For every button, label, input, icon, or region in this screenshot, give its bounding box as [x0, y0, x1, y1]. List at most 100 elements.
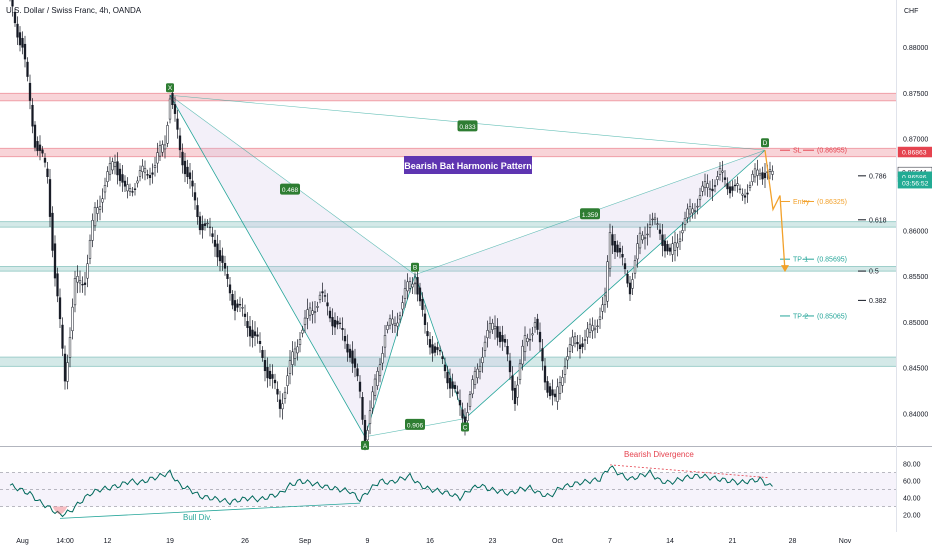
candle-body — [251, 329, 254, 338]
candle-body — [471, 379, 474, 395]
candle-body — [648, 223, 652, 228]
candle-body — [728, 186, 732, 194]
candle-body — [678, 238, 682, 243]
candle-body — [28, 82, 32, 101]
candle-body — [258, 341, 262, 344]
candle-body — [66, 362, 69, 382]
candle-body — [346, 343, 349, 353]
zone-band — [0, 221, 896, 228]
rsi-tick: 40.00 — [903, 496, 921, 503]
candle-body — [566, 356, 569, 361]
candle-body — [78, 280, 82, 284]
candle-body — [706, 183, 709, 188]
candle-body — [201, 224, 204, 231]
candle-body — [528, 338, 532, 341]
candle-body — [713, 185, 717, 187]
candle-body — [698, 195, 702, 200]
point-c-box — [461, 422, 469, 432]
candle-body — [76, 276, 79, 283]
candle-body — [91, 220, 94, 241]
candle-body — [356, 368, 359, 377]
candle-body — [603, 295, 607, 305]
candle-body — [298, 339, 302, 345]
price-tag-label: 0.86586 — [902, 174, 927, 181]
candle-body — [508, 360, 512, 373]
candle-body — [711, 188, 714, 192]
candle-body — [226, 273, 229, 279]
candle-body — [413, 282, 417, 285]
candle-body — [266, 367, 269, 379]
candle-body — [533, 322, 537, 328]
candle-body — [196, 205, 199, 218]
candle-body — [408, 281, 412, 289]
candle-body — [506, 346, 509, 355]
candle-body — [326, 302, 329, 307]
candle-body — [71, 306, 74, 332]
candle-body — [168, 98, 172, 120]
candle-body — [383, 335, 387, 348]
candle-body — [681, 230, 684, 234]
candle-body — [166, 125, 169, 144]
candle-body — [671, 243, 674, 255]
time-tick: 16 — [426, 538, 434, 545]
candle-body — [583, 339, 587, 341]
candle-body — [501, 335, 504, 342]
candle-body — [581, 343, 584, 348]
candle-body — [683, 218, 687, 225]
candle-body — [186, 166, 189, 177]
candle-body — [373, 378, 377, 396]
candle-body — [381, 353, 384, 364]
time-tick: Nov — [839, 538, 852, 545]
candle-body — [651, 218, 654, 221]
candle-body — [338, 322, 342, 325]
ratio-label: 0.906 — [407, 422, 424, 429]
price-tick: 0.87000 — [903, 137, 928, 144]
candle-body — [261, 350, 264, 358]
candle-body — [348, 348, 352, 358]
candle-body — [576, 342, 579, 345]
fib-label: 0.618 — [869, 217, 887, 224]
time-tick: 21 — [729, 538, 737, 545]
candle-body — [248, 326, 252, 337]
candle-body — [253, 331, 257, 336]
candle-body — [256, 334, 259, 337]
price-tick: 0.87500 — [903, 91, 928, 98]
level-label: Entry — [793, 199, 810, 206]
candle-body — [421, 299, 424, 310]
rsi-tick: 20.00 — [903, 513, 921, 520]
candle-body — [433, 346, 437, 353]
candle-body — [73, 278, 77, 306]
candle-body — [56, 273, 59, 297]
time-tick: 19 — [166, 538, 174, 545]
point-a-label: A — [363, 443, 368, 450]
candle-body — [333, 319, 337, 328]
candle-body — [291, 351, 294, 365]
candle-body — [273, 379, 277, 384]
candle-body — [81, 283, 84, 286]
candle-body — [151, 172, 154, 175]
candle-body — [53, 243, 57, 279]
candle-body — [628, 282, 632, 295]
candle-body — [156, 152, 159, 164]
candle-body — [221, 255, 224, 263]
candle-body — [668, 247, 672, 252]
time-tick: 14 — [666, 538, 674, 545]
candle-body — [526, 337, 529, 342]
candle-body — [491, 322, 494, 330]
candle-body — [38, 144, 42, 151]
point-b-box — [411, 262, 419, 272]
candle-body — [753, 168, 757, 178]
candle-body — [11, 0, 14, 7]
candle-body — [183, 160, 187, 175]
candle-body — [558, 382, 562, 394]
candle-body — [281, 403, 284, 410]
candle-body — [43, 157, 47, 163]
pattern-title-box — [404, 156, 532, 174]
candle-body — [336, 320, 339, 325]
candle-body — [143, 168, 147, 173]
candle-body — [31, 104, 34, 127]
candle-body — [343, 336, 347, 342]
candle-body — [593, 327, 597, 331]
candle-body — [48, 179, 52, 217]
